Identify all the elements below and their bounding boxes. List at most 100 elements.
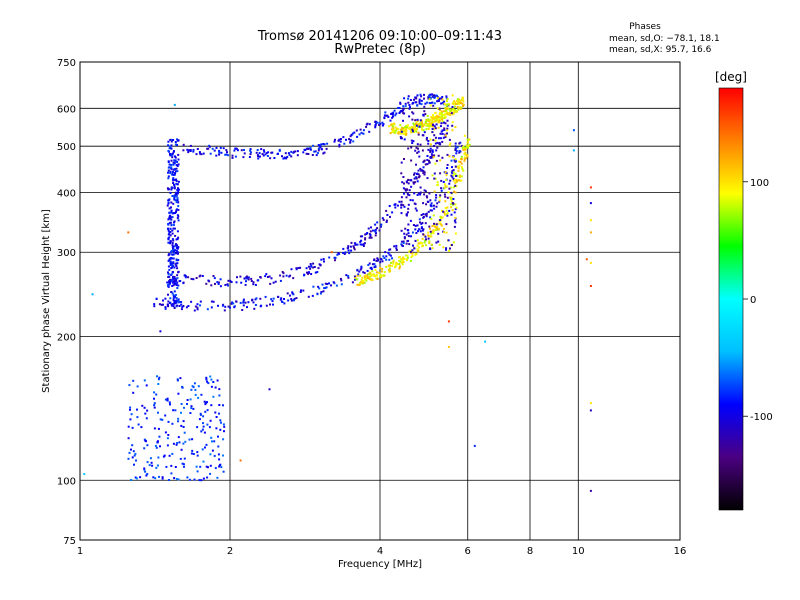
- echo-point: [177, 187, 179, 190]
- echo-point: [417, 133, 420, 136]
- echo-point: [454, 108, 457, 111]
- echo-point: [170, 249, 173, 252]
- echo-point: [417, 230, 419, 233]
- echo-point: [442, 246, 445, 249]
- echo-point: [310, 264, 313, 267]
- echo-point: [130, 448, 132, 451]
- echo-point: [198, 418, 201, 421]
- echo-point: [171, 292, 174, 295]
- echo-point: [434, 112, 437, 115]
- echo-point: [392, 259, 395, 262]
- echo-point: [448, 138, 451, 141]
- echo-point: [169, 242, 172, 245]
- echo-point: [454, 203, 457, 206]
- echo-point: [376, 278, 379, 280]
- y-tick-label: 100: [57, 476, 76, 487]
- echo-point: [441, 133, 444, 135]
- echo-point: [397, 132, 400, 135]
- echo-point: [363, 242, 366, 245]
- echo-point: [172, 224, 175, 226]
- echo-point: [166, 444, 169, 447]
- echo-point: [436, 202, 439, 205]
- echo-point: [151, 464, 154, 467]
- echo-point: [309, 263, 312, 265]
- echo-point: [222, 438, 225, 441]
- echo-point: [180, 308, 183, 311]
- echo-point: [174, 156, 177, 159]
- echo-point: [407, 203, 410, 206]
- echo-point: [254, 304, 257, 306]
- echo-point: [452, 241, 455, 244]
- echo-point: [263, 150, 266, 153]
- echo-point: [313, 266, 316, 268]
- echo-point: [446, 153, 449, 156]
- echo-point: [146, 409, 149, 412]
- echo-point: [460, 166, 463, 169]
- echo-point: [434, 229, 437, 232]
- echo-point: [155, 446, 158, 449]
- echo-point: [390, 113, 393, 115]
- echo-point: [350, 241, 353, 244]
- echo-point: [417, 131, 420, 134]
- echo-point: [415, 122, 417, 125]
- echo-point: [425, 214, 428, 217]
- phase-stats-x: mean, sd,X: 95.7, 16.6: [609, 45, 712, 55]
- echo-point: [439, 194, 442, 197]
- echo-point: [387, 265, 390, 268]
- echo-point: [424, 124, 427, 127]
- echo-point: [456, 106, 459, 108]
- echo-point: [419, 186, 422, 189]
- echo-point: [382, 274, 385, 277]
- echo-point: [172, 294, 175, 297]
- echo-point: [451, 106, 454, 108]
- echo-point: [300, 289, 302, 292]
- echo-point: [262, 154, 265, 157]
- echo-point: [196, 470, 199, 473]
- echo-point: [395, 249, 398, 251]
- echo-point: [418, 218, 421, 221]
- echo-point: [438, 109, 441, 112]
- echo-point: [180, 448, 183, 451]
- echo-point: [430, 235, 433, 238]
- echo-point: [206, 423, 209, 426]
- echo-point: [319, 145, 322, 148]
- echo-point: [199, 465, 202, 468]
- echo-point: [412, 140, 415, 143]
- echo-point: [430, 202, 433, 205]
- echo-point: [442, 180, 445, 183]
- echo-point: [450, 186, 453, 189]
- echo-point: [200, 153, 203, 156]
- echo-point: [457, 165, 460, 168]
- echo-point: [458, 142, 461, 145]
- echo-point: [429, 104, 432, 107]
- echo-point: [358, 270, 361, 273]
- echo-point: [418, 175, 421, 178]
- echo-point: [448, 187, 451, 190]
- echo-point: [176, 197, 179, 200]
- echo-point: [432, 124, 434, 127]
- echo-point: [448, 182, 451, 185]
- echo-point: [400, 258, 403, 261]
- x-tick-label: 1: [77, 546, 83, 557]
- echo-point: [220, 151, 223, 154]
- echo-point: [174, 159, 177, 162]
- echo-point: [272, 281, 275, 284]
- echo-point: [459, 99, 462, 102]
- echo-point: [359, 282, 362, 285]
- echo-point: [438, 113, 441, 115]
- echo-point: [136, 408, 138, 411]
- echo-point: [459, 179, 462, 182]
- echo-point: [434, 199, 437, 202]
- echo-point: [439, 132, 442, 135]
- echo-point: [169, 170, 172, 173]
- echo-point: [245, 280, 247, 283]
- echo-point: [444, 195, 447, 198]
- echo-point: [407, 207, 410, 210]
- echo-point: [177, 215, 180, 218]
- echo-point: [312, 262, 315, 265]
- echo-point: [170, 159, 173, 162]
- echo-point: [359, 240, 362, 243]
- echo-point: [419, 191, 422, 194]
- echo-point: [168, 163, 171, 166]
